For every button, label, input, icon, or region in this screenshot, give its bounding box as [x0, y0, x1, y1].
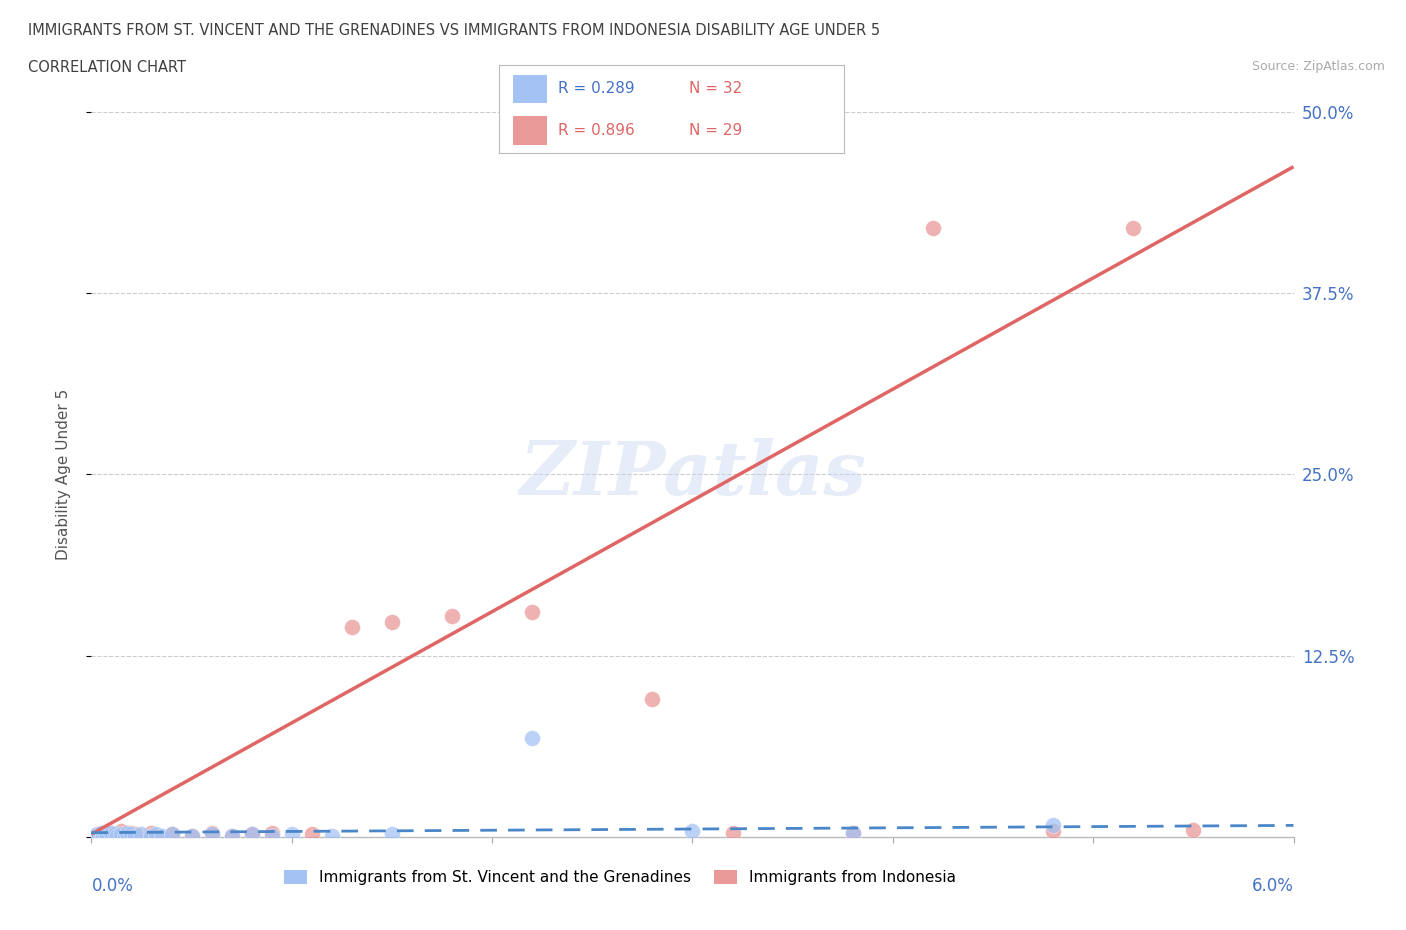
Point [107, 828, 129, 843]
Point [381, 827, 404, 842]
Point [260, 828, 283, 843]
Point [180, 828, 202, 843]
Point [520, 731, 543, 746]
Point [90, 825, 112, 840]
Point [922, 220, 945, 235]
Point [86, 827, 108, 842]
Point [86, 828, 108, 843]
Text: 0.0%: 0.0% [91, 877, 134, 895]
Point [94, 828, 117, 843]
Point [121, 827, 143, 842]
Point [440, 609, 463, 624]
Text: IMMIGRANTS FROM ST. VINCENT AND THE GRENADINES VS IMMIGRANTS FROM INDONESIA DISA: IMMIGRANTS FROM ST. VINCENT AND THE GREN… [28, 23, 880, 38]
Point [121, 825, 143, 840]
Point [110, 824, 132, 839]
Point [240, 827, 263, 842]
Point [1122, 220, 1144, 235]
Point [221, 828, 243, 843]
Point [1182, 822, 1205, 837]
Point [141, 828, 163, 843]
Text: R = 0.896: R = 0.896 [558, 123, 634, 138]
Text: ZIPatlas: ZIPatlas [519, 438, 866, 511]
Point [104, 827, 127, 842]
Point [110, 827, 132, 842]
Point [321, 828, 343, 843]
Point [145, 828, 167, 843]
Point [150, 828, 173, 843]
Point [841, 825, 863, 840]
Text: Source: ZipAtlas.com: Source: ZipAtlas.com [1251, 60, 1385, 73]
Point [520, 604, 543, 619]
Point [1042, 824, 1064, 839]
Text: R = 0.289: R = 0.289 [558, 82, 634, 97]
Point [84, 828, 107, 843]
Point [260, 825, 283, 840]
Point [381, 615, 404, 630]
Point [104, 827, 127, 842]
Y-axis label: Disability Age Under 5: Disability Age Under 5 [56, 389, 70, 560]
FancyBboxPatch shape [513, 74, 547, 103]
Point [201, 827, 224, 842]
Point [841, 825, 863, 840]
Point [90, 827, 112, 842]
Point [124, 828, 146, 843]
Point [240, 827, 263, 842]
Point [100, 825, 122, 840]
Point [180, 828, 202, 843]
Point [89, 828, 111, 843]
Point [681, 824, 703, 839]
Point [100, 825, 122, 840]
Point [141, 825, 163, 840]
Text: CORRELATION CHART: CORRELATION CHART [28, 60, 186, 75]
Point [117, 825, 139, 840]
Text: N = 29: N = 29 [689, 123, 742, 138]
Point [93, 828, 115, 843]
Point [301, 827, 323, 842]
Point [160, 827, 183, 842]
FancyBboxPatch shape [513, 116, 547, 145]
Point [340, 619, 363, 634]
Legend: Immigrants from St. Vincent and the Grenadines, Immigrants from Indonesia: Immigrants from St. Vincent and the Gren… [278, 864, 963, 891]
Point [94, 827, 117, 842]
Point [124, 827, 146, 842]
Point [145, 827, 167, 842]
Point [114, 828, 136, 843]
Point [721, 825, 744, 840]
Point [281, 827, 304, 842]
Point [641, 692, 664, 707]
Point [1042, 818, 1064, 833]
Point [221, 828, 243, 843]
Point [96, 828, 118, 843]
Point [201, 825, 224, 840]
Point [160, 827, 183, 842]
Point [117, 827, 139, 842]
Point [131, 827, 153, 842]
Text: 6.0%: 6.0% [1251, 877, 1294, 895]
Text: N = 32: N = 32 [689, 82, 742, 97]
